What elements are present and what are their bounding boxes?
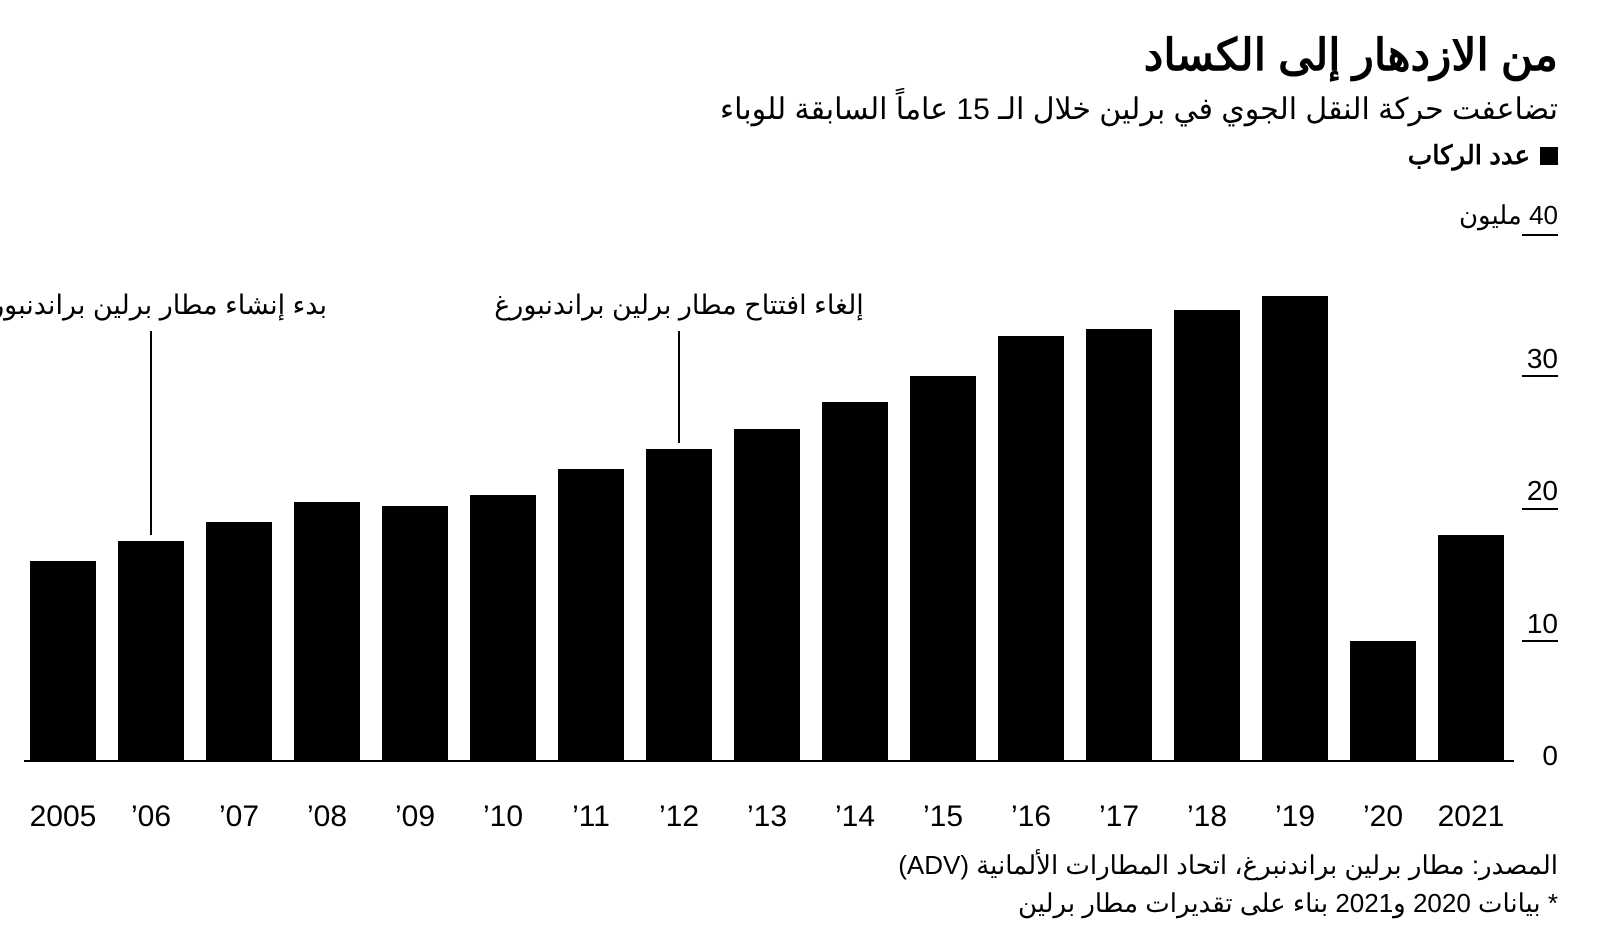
annotation-label: إلغاء افتتاح مطار برلين براندنبورغ [459,290,899,321]
x-tick-label: ’10 [453,800,553,834]
x-tick-label: ’17 [1069,800,1169,834]
x-tick-label: 2005 [13,800,113,834]
y-tick-mark [1522,375,1558,377]
bar [1262,296,1328,760]
x-tick-label: ’15 [893,800,993,834]
bar [30,561,96,760]
source-text: المصدر: مطار برلين براندنبرغ، اتحاد المط… [898,850,1558,881]
x-tick-label: ’16 [981,800,1081,834]
bar [998,336,1064,760]
bar [1438,535,1504,760]
bar [646,449,712,760]
bar [558,469,624,761]
footnote-text: * بيانات 2020 و2021 بناء على تقديرات مطا… [1018,888,1558,919]
x-tick-label: ’08 [277,800,377,834]
x-tick-label: 2021 [1421,800,1521,834]
bar [1350,641,1416,760]
y-tick-mark [1522,234,1558,236]
x-tick-label: ’18 [1157,800,1257,834]
bar [910,376,976,760]
bar [470,495,536,760]
bar [822,402,888,760]
x-tick-label: ’06 [101,800,201,834]
x-tick-label: ’13 [717,800,817,834]
bar [382,506,448,760]
x-tick-label: ’19 [1245,800,1345,834]
y-tick-label: 30 [1527,343,1558,375]
y-tick-mark [1522,640,1558,642]
y-tick-label: 20 [1527,475,1558,507]
x-tick-label: ’07 [189,800,289,834]
bar [1086,329,1152,760]
x-tick-label: ’14 [805,800,905,834]
x-tick-label: ’12 [629,800,729,834]
x-axis-baseline [24,760,1514,762]
y-tick-mark [1522,508,1558,510]
annotation-label: بدء إنشاء مطار برلين براندنبورغ [0,290,371,321]
bar [294,502,360,760]
y-tick-label: 0 [1542,740,1558,772]
y-tick-label: 10 [1527,608,1558,640]
x-tick-label: ’11 [541,800,641,834]
annotation-leader-line [678,331,680,443]
annotation-leader-line [150,331,152,535]
x-tick-label: ’09 [365,800,465,834]
bar [734,429,800,760]
bar [118,541,184,760]
bar [206,522,272,761]
x-tick-label: ’20 [1333,800,1433,834]
bar [1174,310,1240,761]
chart-root: { "title": "من الازدهار إلى الكساد", "su… [0,0,1600,929]
legend-swatch [1540,147,1558,165]
